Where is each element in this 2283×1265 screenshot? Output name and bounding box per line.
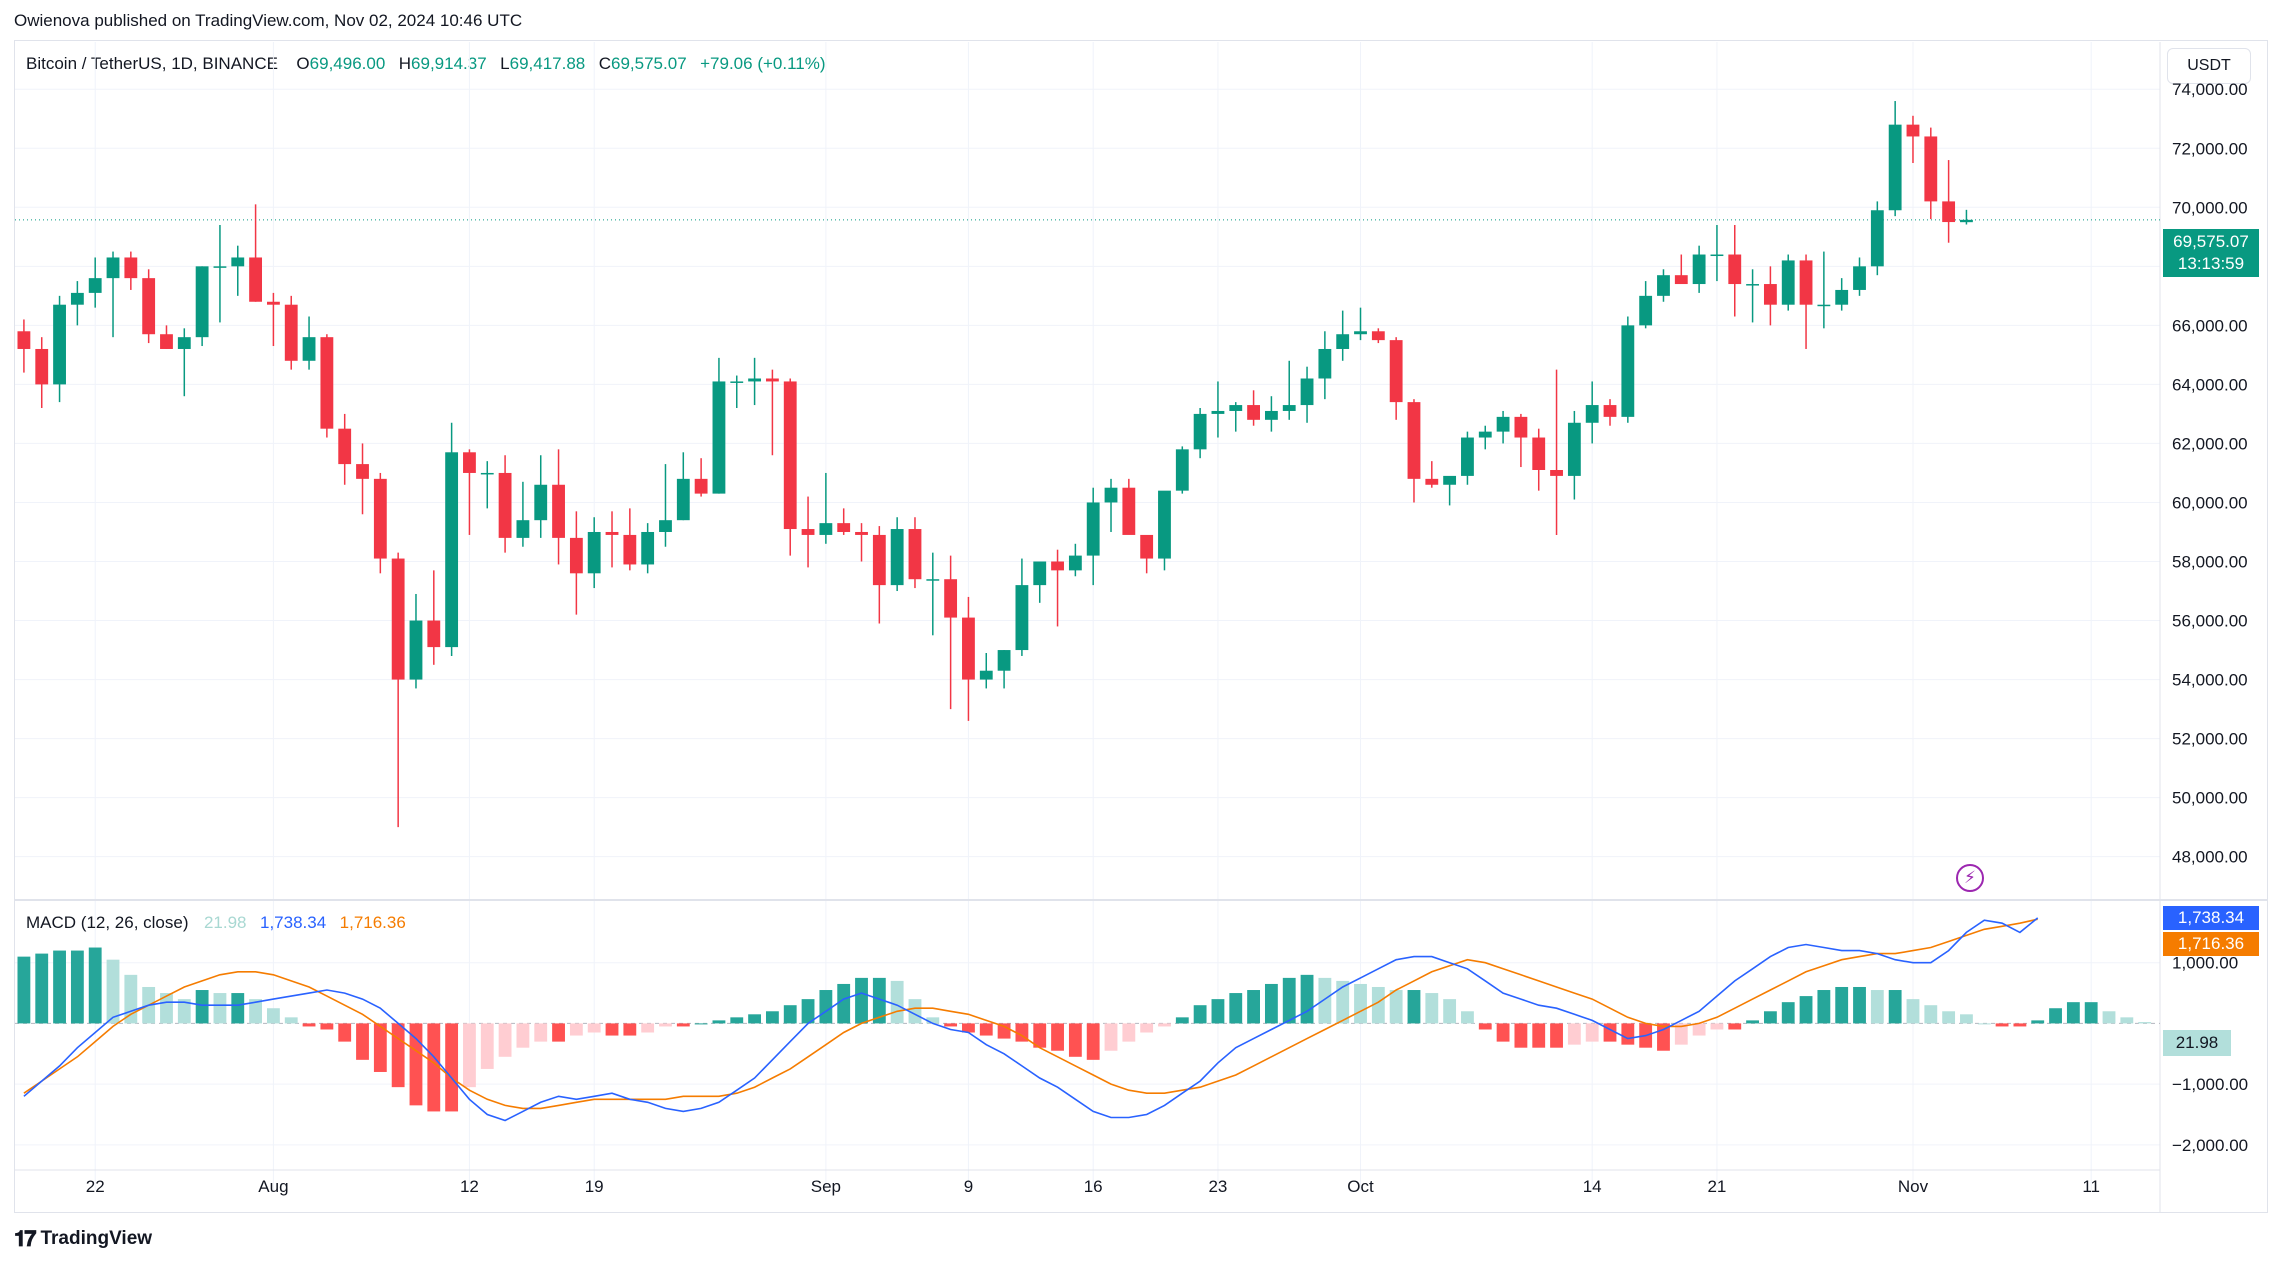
macd-title[interactable]: MACD (12, 26, close) xyxy=(26,913,189,932)
symbol-legend: Bitcoin / TetherUS, 1D, BINANCE O69,496.… xyxy=(26,54,826,74)
tradingview-logo-text: TradingView xyxy=(40,1228,153,1249)
last-price-tag: 69,575.07 13:13:59 xyxy=(2163,229,2259,277)
currency-button[interactable]: USDT xyxy=(2167,48,2251,84)
alert-lightning-icon[interactable]: ⚡ xyxy=(1956,864,1984,892)
low-value: 69,417.88 xyxy=(509,54,586,73)
open-label: O xyxy=(296,54,310,73)
macd-line-value: 1,738.34 xyxy=(259,913,327,932)
tradingview-logo[interactable]: 𝟏𝟕 TradingView xyxy=(14,1226,152,1252)
low-label: L xyxy=(500,54,510,73)
high-label: H xyxy=(398,54,412,73)
high-value: 69,914.37 xyxy=(411,54,487,73)
symbol-title[interactable]: Bitcoin / TetherUS, 1D, BINANCE xyxy=(26,54,278,73)
change-value: +79.06 (+0.11%) xyxy=(700,54,826,73)
macd-legend: MACD (12, 26, close) 21.98 1,738.34 1,71… xyxy=(26,913,406,933)
macd-hist-value: 21.98 xyxy=(203,913,247,932)
last-price-value: 69,575.07 xyxy=(2173,232,2249,251)
publisher-line: Owienova published on TradingView.com, N… xyxy=(14,11,523,30)
close-value: 69,575.07 xyxy=(611,54,687,73)
open-value: 69,496.00 xyxy=(309,54,386,73)
signal-value-tag: 1,716.36 xyxy=(2163,932,2259,956)
candle-countdown: 13:13:59 xyxy=(2177,254,2245,273)
hist-value-tag: 21.98 xyxy=(2163,1030,2231,1056)
macd-signal-value: 1,716.36 xyxy=(339,913,406,932)
macd-value-tag: 1,738.34 xyxy=(2163,906,2259,930)
chart-frame xyxy=(14,40,2268,1213)
close-label: C xyxy=(598,54,612,73)
tradingview-logo-icon: 𝟏𝟕 xyxy=(14,1226,37,1251)
